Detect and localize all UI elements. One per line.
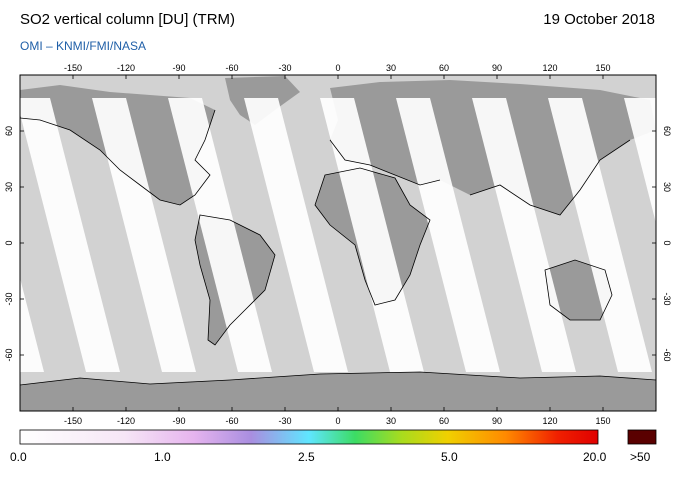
lon-tick-label-top: -30 [278, 63, 291, 73]
satellite-swath [396, 98, 500, 372]
lat-tick-label-left: -60 [4, 348, 14, 361]
colorbar-label-1: 1.0 [154, 450, 171, 464]
colorbar-overflow-swatch [627, 429, 657, 445]
colorbar-label-3: 5.0 [441, 450, 458, 464]
lon-tick-label-top: -150 [64, 63, 82, 73]
asia-coast [469, 139, 631, 216]
satellite-swath [320, 98, 424, 372]
lat-tick-label-left: 60 [4, 126, 14, 136]
south-america-coast [194, 214, 276, 346]
coastline-layer [20, 109, 656, 386]
australia-coast [544, 259, 613, 321]
lon-tick-label-bottom: -90 [172, 416, 185, 426]
lon-tick-label-bottom: 120 [542, 416, 557, 426]
lon-tick-label-bottom: 60 [439, 416, 449, 426]
axis-ticks: -150 -150 -120 -120 -90 -90 -60 -60 -30 -30 0 0 30 30… [4, 63, 672, 426]
lat-tick-label-left: -30 [4, 292, 14, 305]
antarctica-coast [20, 371, 656, 386]
lon-tick-label-bottom: 150 [595, 416, 610, 426]
lon-tick-label-top: 150 [595, 63, 610, 73]
lat-tick-label-right: 0 [662, 240, 672, 245]
north-america-coast [20, 109, 216, 206]
lat-tick-label-right: 60 [662, 126, 672, 136]
lon-tick-label-bottom: -120 [117, 416, 135, 426]
satellite-swath [168, 98, 272, 372]
lon-tick-label-top: -120 [117, 63, 135, 73]
satellite-swath [20, 278, 44, 372]
colorbar-label-4: 20.0 [583, 450, 607, 464]
satellite-swath [244, 98, 348, 372]
page-title: SO2 vertical column [DU] (TRM) [20, 11, 236, 28]
lon-tick-label-bottom: 30 [386, 416, 396, 426]
satellite-swath [548, 98, 652, 372]
lon-tick-label-bottom: -60 [225, 416, 238, 426]
swath-layer [20, 98, 656, 372]
lat-tick-label-right: -60 [662, 348, 672, 361]
lon-tick-label-bottom: -30 [278, 416, 291, 426]
satellite-swath [20, 98, 120, 372]
antarctica-land [20, 372, 656, 411]
europe-coast [329, 139, 441, 186]
lon-tick-label-bottom: 90 [492, 416, 502, 426]
colorbar-label-0: 0.0 [10, 450, 27, 464]
date-label: 19 October 2018 [543, 11, 655, 28]
africa-coast [314, 167, 431, 306]
colorbar-label-2: 2.5 [298, 450, 315, 464]
lat-tick-label-right: 30 [662, 182, 672, 192]
lon-tick-label-top: 60 [439, 63, 449, 73]
credit-label: OMI – KNMI/FMI/NASA [20, 39, 147, 53]
colorbar [19, 429, 599, 445]
lon-tick-label-top: -60 [225, 63, 238, 73]
lat-tick-label-right: -30 [662, 292, 672, 305]
satellite-swath [624, 98, 656, 224]
lon-tick-label-top: 30 [386, 63, 396, 73]
lon-tick-label-top: 90 [492, 63, 502, 73]
lon-tick-label-top: 120 [542, 63, 557, 73]
lon-tick-label-bottom: -150 [64, 416, 82, 426]
lon-tick-label-top: 0 [335, 63, 340, 73]
colorbar-label-5: >50 [630, 450, 651, 464]
lat-tick-label-left: 30 [4, 182, 14, 192]
lon-tick-label-bottom: 0 [335, 416, 340, 426]
lat-tick-label-left: 0 [4, 240, 14, 245]
lon-tick-label-top: -90 [172, 63, 185, 73]
satellite-swath [92, 98, 196, 372]
